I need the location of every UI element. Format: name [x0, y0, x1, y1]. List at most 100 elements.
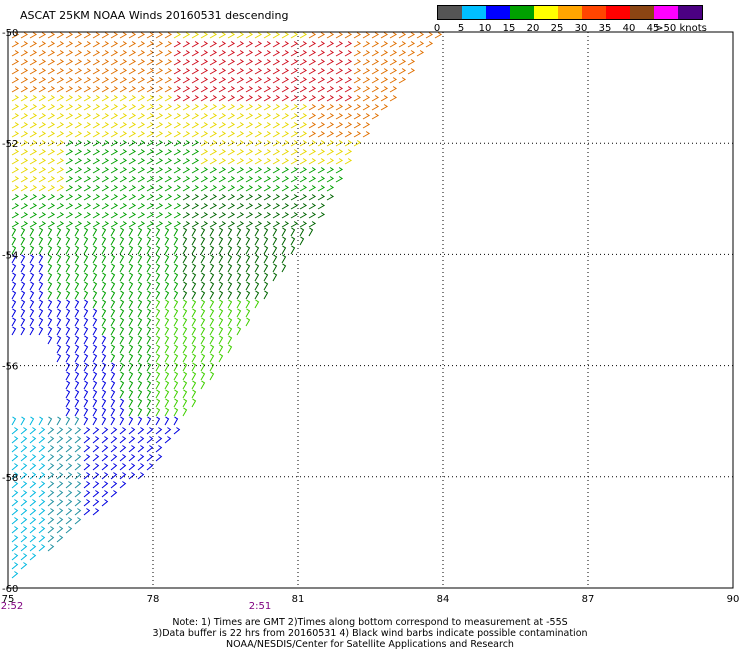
wind-barb — [245, 212, 254, 219]
wind-barb — [11, 308, 17, 318]
wind-barb — [92, 481, 100, 489]
wind-barb — [281, 104, 290, 111]
wind-barb — [146, 95, 155, 102]
wind-barb — [38, 104, 47, 111]
wind-barb — [74, 427, 82, 435]
wind-barb — [56, 140, 65, 147]
wind-barb — [218, 236, 224, 246]
wind-barb — [128, 263, 134, 273]
wind-barb — [263, 32, 272, 39]
wind-barb — [101, 194, 110, 201]
wind-barb — [119, 317, 125, 327]
wind-barb — [92, 353, 98, 363]
wind-barb — [29, 122, 38, 129]
wind-barb — [74, 122, 83, 129]
wind-barb — [119, 212, 128, 219]
wind-barb — [20, 481, 28, 489]
wind-barb — [146, 344, 152, 354]
wind-barb — [101, 427, 109, 435]
wind-barb — [38, 41, 47, 48]
wind-barb — [200, 308, 206, 318]
wind-barb — [65, 203, 74, 210]
wind-barb — [218, 290, 224, 300]
wind-barb — [29, 158, 38, 165]
wind-barb — [29, 299, 35, 309]
wind-barb — [110, 68, 119, 75]
wind-barb — [65, 317, 71, 327]
wind-barb — [74, 335, 80, 345]
wind-barb — [56, 227, 62, 237]
wind-barb — [173, 113, 182, 120]
wind-barb — [200, 176, 209, 183]
wind-barb — [20, 272, 26, 282]
wind-barb — [74, 68, 83, 75]
wind-barb — [335, 104, 344, 111]
wind-barb — [263, 104, 272, 111]
wind-barb — [173, 362, 179, 372]
wind-barb — [272, 245, 278, 255]
wind-barb — [38, 481, 46, 489]
wind-barb — [101, 436, 109, 444]
wind-barb — [191, 158, 200, 165]
wind-barb — [128, 353, 134, 363]
wind-barb — [11, 122, 20, 129]
wind-barb — [38, 32, 47, 39]
wind-barb — [173, 59, 182, 66]
wind-barb — [92, 32, 101, 39]
wind-barb — [92, 454, 100, 462]
wind-barb — [137, 68, 146, 75]
wind-barb — [119, 472, 127, 480]
wind-barb — [110, 227, 116, 237]
wind-barb — [101, 176, 110, 183]
wind-barb — [20, 203, 29, 210]
wind-barb — [101, 185, 110, 192]
wind-barb — [11, 86, 20, 93]
wind-barb — [155, 272, 161, 282]
wind-barb — [425, 41, 434, 48]
wind-barb — [101, 104, 110, 111]
wind-barb — [65, 140, 74, 147]
wind-barb — [227, 203, 236, 210]
wind-barb — [137, 77, 146, 84]
wind-barb — [101, 499, 109, 507]
wind-barb — [209, 59, 218, 66]
wind-barb — [344, 41, 353, 48]
wind-barb — [200, 326, 206, 336]
wind-barb — [74, 472, 82, 480]
wind-barb — [101, 317, 107, 327]
wind-barb — [173, 416, 179, 426]
wind-barb — [101, 212, 110, 219]
wind-barb — [281, 185, 290, 192]
wind-barb — [83, 59, 92, 66]
wind-barb — [371, 50, 380, 57]
wind-barb — [227, 227, 233, 237]
wind-barb — [164, 290, 170, 300]
wind-barb — [74, 77, 83, 84]
wind-barb — [326, 185, 335, 192]
wind-barb — [218, 86, 227, 93]
wind-barb — [74, 416, 80, 426]
wind-barb — [209, 149, 218, 156]
note-line-3: NOAA/NESDIS/Center for Satellite Applica… — [226, 639, 514, 650]
wind-barb — [263, 281, 269, 291]
colorbar-swatch — [438, 6, 462, 19]
wind-barb — [245, 203, 254, 210]
wind-barb — [200, 113, 209, 120]
wind-barb — [254, 140, 263, 147]
wind-barb — [191, 176, 200, 183]
wind-barb — [65, 272, 71, 282]
wind-barb — [182, 50, 191, 57]
wind-barb — [263, 236, 269, 246]
wind-barb — [209, 176, 218, 183]
wind-barb — [191, 281, 197, 291]
wind-barb — [11, 472, 19, 480]
wind-barb — [164, 104, 173, 111]
wind-barb — [191, 212, 200, 219]
wind-barb — [137, 263, 143, 273]
wind-barb — [308, 185, 317, 192]
wind-barb — [38, 59, 47, 66]
wind-barb — [263, 131, 272, 138]
wind-barb — [182, 68, 191, 75]
wind-barb — [191, 299, 197, 309]
wind-barb — [272, 104, 281, 111]
